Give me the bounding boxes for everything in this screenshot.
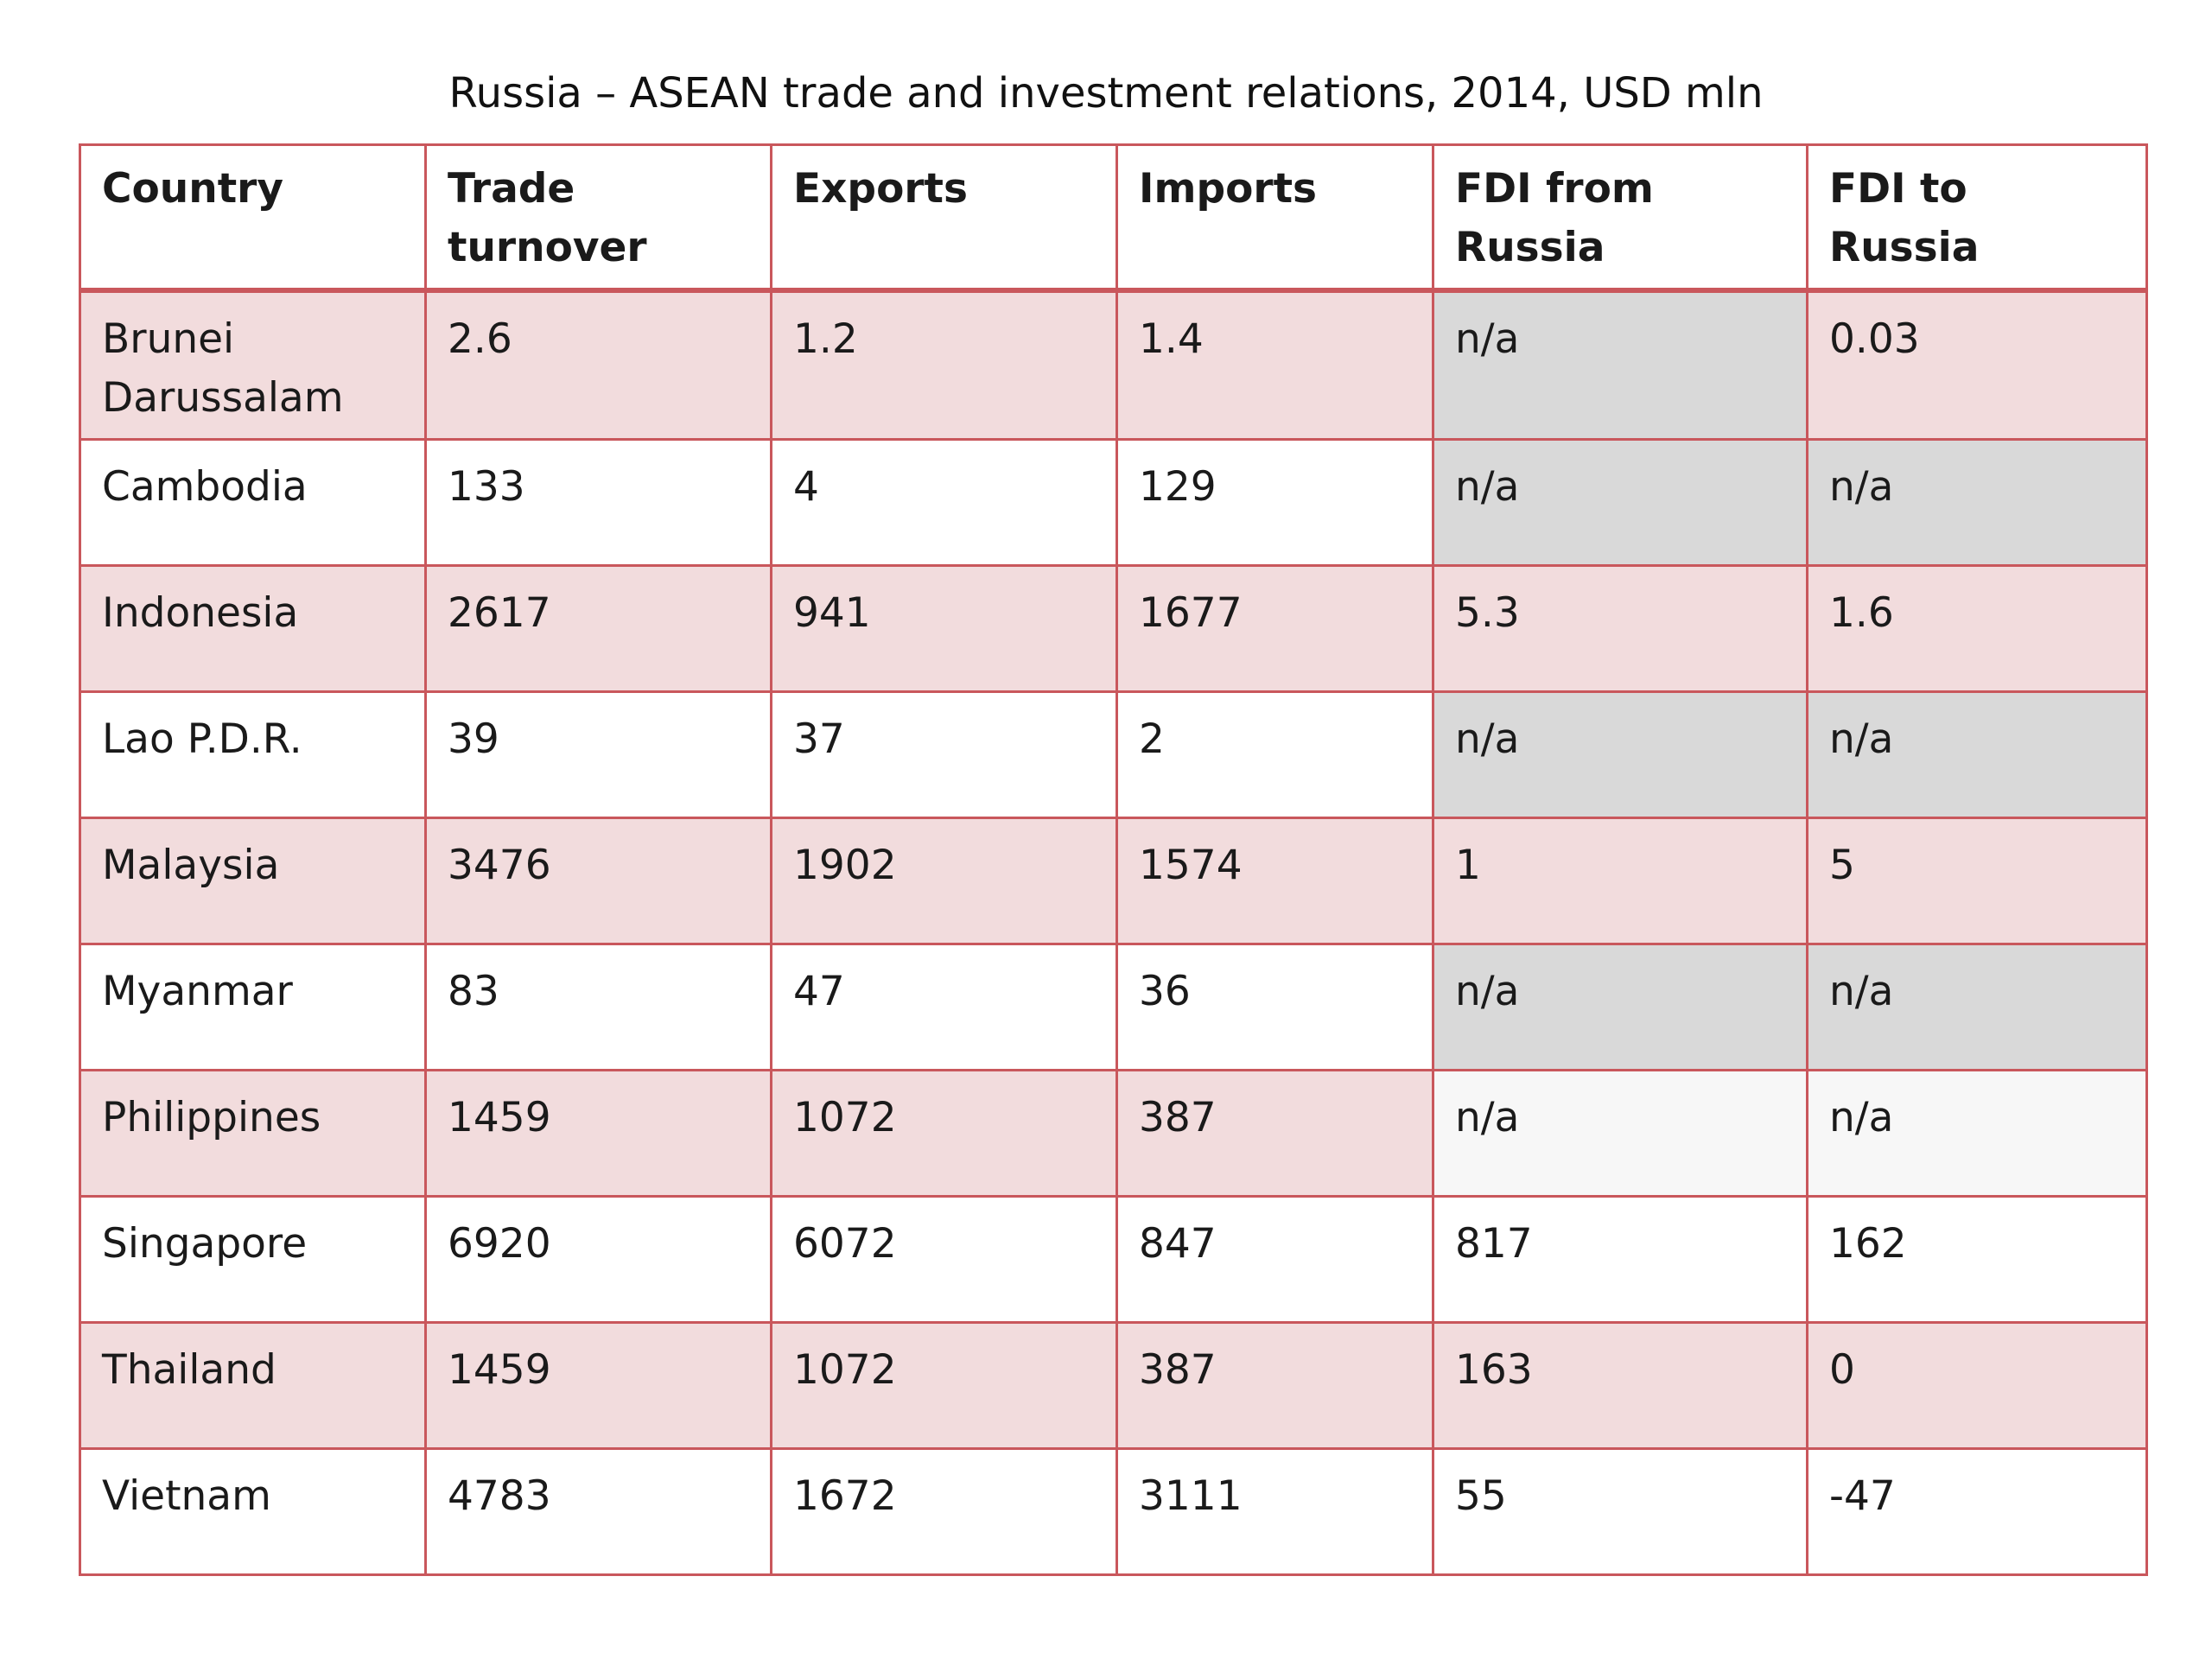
cell-trade-turnover: 2617 <box>424 564 772 693</box>
cell-exports: 1072 <box>770 1069 1118 1198</box>
cell-imports: 2 <box>1116 690 1434 819</box>
cell-fdi-to-russia: 0 <box>1806 1321 2148 1450</box>
cell-fdi-to-russia: 1.6 <box>1806 564 2148 693</box>
cell-fdi-to-russia: n/a <box>1806 943 2148 1071</box>
cell-country: Malaysia <box>79 817 427 945</box>
cell-fdi-from-russia: n/a <box>1432 438 1808 567</box>
cell-country: Brunei Darussalam <box>79 289 427 441</box>
table-header-row: Country Trade turnover Exports Imports F… <box>79 143 2148 293</box>
cell-imports: 129 <box>1116 438 1434 567</box>
cell-exports: 4 <box>770 438 1118 567</box>
table-row: Indonesia 2617 941 1677 5.3 1.6 <box>79 564 2148 693</box>
cell-country: Thailand <box>79 1321 427 1450</box>
cell-country: Myanmar <box>79 943 427 1071</box>
cell-fdi-to-russia: n/a <box>1806 1069 2148 1198</box>
cell-trade-turnover: 83 <box>424 943 772 1071</box>
cell-exports: 1672 <box>770 1447 1118 1576</box>
cell-fdi-to-russia: 162 <box>1806 1195 2148 1324</box>
table-row: Lao P.D.R. 39 37 2 n/a n/a <box>79 690 2148 819</box>
cell-trade-turnover: 39 <box>424 690 772 819</box>
cell-country: Cambodia <box>79 438 427 567</box>
cell-fdi-from-russia: n/a <box>1432 289 1808 441</box>
header-imports: Imports <box>1116 143 1434 293</box>
cell-exports: 47 <box>770 943 1118 1071</box>
cell-exports: 6072 <box>770 1195 1118 1324</box>
cell-trade-turnover: 3476 <box>424 817 772 945</box>
table-row: Myanmar 83 47 36 n/a n/a <box>79 943 2148 1071</box>
header-exports: Exports <box>770 143 1118 293</box>
cell-imports: 1574 <box>1116 817 1434 945</box>
cell-country: Philippines <box>79 1069 427 1198</box>
cell-country: Singapore <box>79 1195 427 1324</box>
cell-fdi-from-russia: n/a <box>1432 1069 1808 1198</box>
cell-imports: 847 <box>1116 1195 1434 1324</box>
trade-investment-table: Country Trade turnover Exports Imports F… <box>79 143 2148 1576</box>
cell-fdi-from-russia: 5.3 <box>1432 564 1808 693</box>
cell-exports: 941 <box>770 564 1118 693</box>
table-title: Russia – ASEAN trade and investment rela… <box>448 69 1764 118</box>
cell-trade-turnover: 133 <box>424 438 772 567</box>
cell-fdi-to-russia: n/a <box>1806 690 2148 819</box>
cell-fdi-from-russia: 817 <box>1432 1195 1808 1324</box>
cell-imports: 387 <box>1116 1069 1434 1198</box>
cell-fdi-to-russia: n/a <box>1806 438 2148 567</box>
cell-exports: 1072 <box>770 1321 1118 1450</box>
cell-trade-turnover: 1459 <box>424 1321 772 1450</box>
table-row: Singapore 6920 6072 847 817 162 <box>79 1195 2148 1324</box>
cell-imports: 387 <box>1116 1321 1434 1450</box>
cell-imports: 36 <box>1116 943 1434 1071</box>
cell-trade-turnover: 6920 <box>424 1195 772 1324</box>
cell-fdi-to-russia: -47 <box>1806 1447 2148 1576</box>
cell-trade-turnover: 2.6 <box>424 289 772 441</box>
header-fdi-from-russia: FDI from Russia <box>1432 143 1808 293</box>
cell-fdi-from-russia: 55 <box>1432 1447 1808 1576</box>
cell-imports: 3111 <box>1116 1447 1434 1576</box>
cell-fdi-to-russia: 0.03 <box>1806 289 2148 441</box>
cell-imports: 1.4 <box>1116 289 1434 441</box>
cell-fdi-from-russia: n/a <box>1432 690 1808 819</box>
table-row: Brunei Darussalam 2.6 1.2 1.4 n/a 0.03 <box>79 289 2148 441</box>
cell-fdi-to-russia: 5 <box>1806 817 2148 945</box>
table-row: Thailand 1459 1072 387 163 0 <box>79 1321 2148 1450</box>
cell-trade-turnover: 1459 <box>424 1069 772 1198</box>
header-fdi-to-russia: FDI to Russia <box>1806 143 2148 293</box>
cell-country: Lao P.D.R. <box>79 690 427 819</box>
cell-fdi-from-russia: 163 <box>1432 1321 1808 1450</box>
table-row: Philippines 1459 1072 387 n/a n/a <box>79 1069 2148 1198</box>
header-trade-turnover: Trade turnover <box>424 143 772 293</box>
cell-exports: 1902 <box>770 817 1118 945</box>
cell-trade-turnover: 4783 <box>424 1447 772 1576</box>
cell-fdi-from-russia: n/a <box>1432 943 1808 1071</box>
cell-country: Indonesia <box>79 564 427 693</box>
cell-fdi-from-russia: 1 <box>1432 817 1808 945</box>
table-row: Malaysia 3476 1902 1574 1 5 <box>79 817 2148 945</box>
header-country: Country <box>79 143 427 293</box>
cell-imports: 1677 <box>1116 564 1434 693</box>
cell-country: Vietnam <box>79 1447 427 1576</box>
cell-exports: 37 <box>770 690 1118 819</box>
table-row: Vietnam 4783 1672 3111 55 -47 <box>79 1447 2148 1576</box>
cell-exports: 1.2 <box>770 289 1118 441</box>
table-row: Cambodia 133 4 129 n/a n/a <box>79 438 2148 567</box>
